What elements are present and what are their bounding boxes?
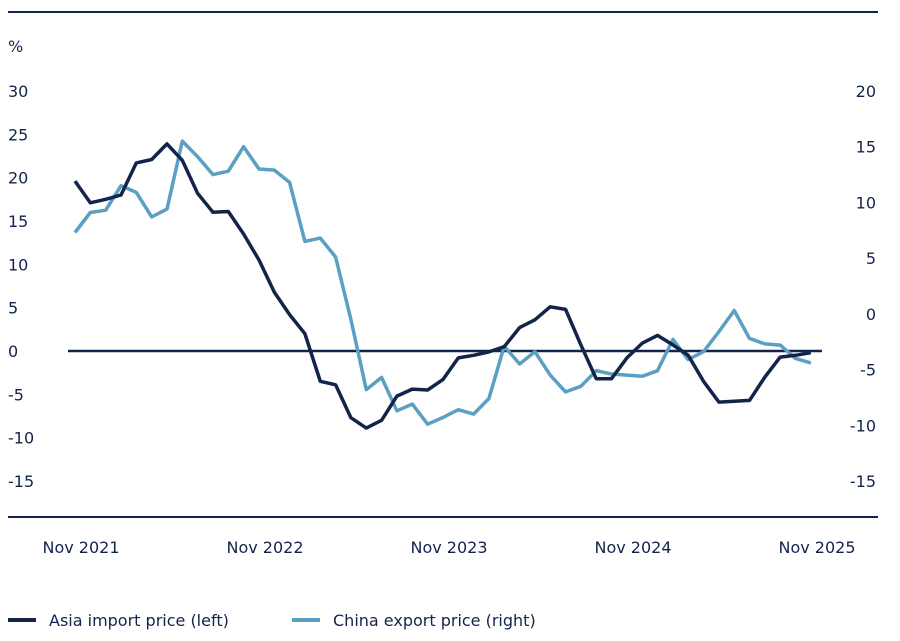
right-tick-label: 5 [866,249,876,268]
legend-label: Asia import price (left) [49,611,229,630]
legend-label: China export price (right) [333,611,536,630]
x-tick-label: Nov 2022 [226,538,303,557]
left-tick-label: 20 [8,169,28,188]
right-tick-label: -5 [860,361,876,380]
x-tick-label: Nov 2023 [410,538,487,557]
series-line-1 [73,139,812,426]
right-tick-label: 10 [856,193,876,212]
left-tick-label: 25 [8,125,28,144]
x-tick-label: Nov 2021 [42,538,119,557]
left-tick-label: -5 [8,385,24,404]
right-tick-label: 15 [856,138,876,157]
x-tick-label: Nov 2025 [778,538,855,557]
y-axis-unit-label: % [8,37,23,56]
left-tick-label: 5 [8,299,18,318]
left-tick-label: 0 [8,342,18,361]
series-line-0 [73,142,812,430]
right-tick-label: -10 [850,416,876,435]
right-tick-label: -15 [850,472,876,491]
left-tick-label: -15 [8,472,34,491]
left-tick-label: 15 [8,212,28,231]
right-tick-label: 0 [866,305,876,324]
x-tick-label: Nov 2024 [594,538,671,557]
right-tick-label: 20 [856,82,876,101]
left-tick-label: -10 [8,429,34,448]
left-tick-label: 10 [8,255,28,274]
left-tick-label: 30 [8,82,28,101]
